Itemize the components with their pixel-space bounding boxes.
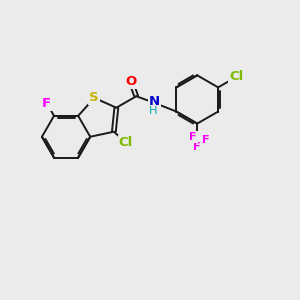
Text: O: O bbox=[125, 74, 136, 88]
Text: F: F bbox=[194, 142, 201, 152]
Text: F: F bbox=[42, 97, 51, 110]
Text: S: S bbox=[89, 92, 99, 104]
Text: F: F bbox=[189, 132, 196, 142]
Text: H: H bbox=[149, 106, 158, 116]
Text: N: N bbox=[149, 95, 160, 108]
Text: F: F bbox=[202, 135, 210, 145]
Text: Cl: Cl bbox=[119, 136, 133, 149]
Text: Cl: Cl bbox=[230, 70, 244, 83]
